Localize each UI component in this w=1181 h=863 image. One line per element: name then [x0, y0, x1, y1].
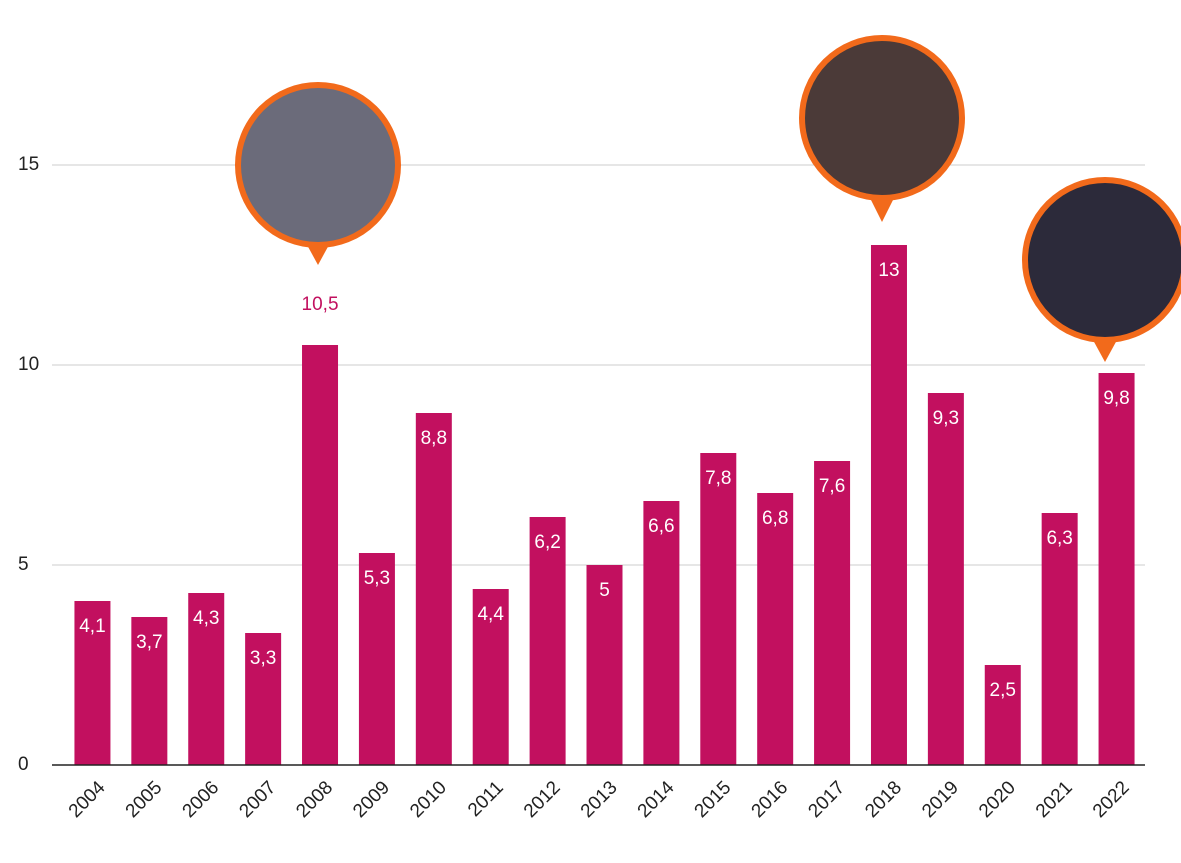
value-label: 10,5 [302, 294, 339, 315]
y-tick-label: 5 [18, 554, 29, 575]
photo [1025, 180, 1181, 340]
value-label: 4,4 [477, 604, 504, 625]
value-label: 6,3 [1046, 528, 1072, 549]
bar [416, 413, 452, 765]
y-tick-label: 15 [18, 154, 39, 175]
bar [814, 461, 850, 765]
y-tick-label: 10 [18, 354, 39, 375]
x-tick-label: 2021 [1032, 777, 1077, 822]
x-tick-label: 2019 [918, 777, 963, 822]
photo [802, 38, 962, 198]
x-tick-label: 2005 [122, 777, 167, 822]
bar [700, 453, 736, 765]
bar [757, 493, 793, 765]
x-tick-label: 2011 [464, 777, 508, 821]
bar [1099, 373, 1135, 765]
x-tick-label: 2006 [179, 777, 224, 822]
x-tick-label: 2016 [748, 777, 793, 822]
value-label: 7,6 [819, 476, 845, 497]
x-tick-label: 2008 [292, 777, 337, 822]
value-label: 3,7 [136, 632, 162, 653]
x-tick-label: 2007 [235, 777, 280, 822]
x-tick-label: 2020 [975, 777, 1020, 822]
value-label: 8,8 [421, 428, 447, 449]
y-tick-label: 0 [18, 754, 29, 775]
x-tick-label: 2004 [65, 777, 110, 822]
value-label: 6,6 [648, 516, 674, 537]
x-tick-label: 2022 [1089, 777, 1134, 822]
value-label: 5 [599, 580, 610, 601]
bar [530, 517, 566, 765]
x-tick-label: 2009 [349, 777, 394, 822]
value-label: 4,3 [193, 608, 219, 629]
x-tick-label: 2017 [804, 777, 849, 822]
value-label: 6,2 [534, 532, 560, 553]
x-tick-label: 2018 [861, 777, 906, 822]
x-tick-label: 2015 [691, 777, 736, 822]
photo-pointer [1093, 340, 1117, 362]
value-label: 13 [878, 260, 899, 281]
value-label: 2,5 [990, 680, 1016, 701]
x-tick-label: 2010 [406, 777, 451, 822]
value-label: 7,8 [705, 468, 731, 489]
value-label: 5,3 [364, 568, 390, 589]
value-label: 6,8 [762, 508, 788, 529]
x-tick-label: 2014 [634, 777, 679, 822]
x-tick-label: 2012 [520, 777, 565, 822]
photo-pointer [870, 198, 894, 222]
photos [238, 38, 1181, 362]
chart: 0 5 10 15 4,1 2004 3,7 2005 4,3 2006 3,3 2007 10,5 2… [0, 0, 1181, 863]
value-label: 4,1 [79, 616, 105, 637]
value-label: 9,8 [1103, 388, 1129, 409]
x-tick-label: 2013 [577, 777, 622, 822]
page: 0 5 10 15 4,1 2004 3,7 2005 4,3 2006 3,3 2007 10,5 2… [0, 0, 1181, 863]
bar [928, 393, 964, 765]
value-label: 3,3 [250, 648, 276, 669]
bar [871, 245, 907, 765]
value-label: 9,3 [933, 408, 959, 429]
photo [238, 85, 398, 245]
bar [302, 345, 338, 765]
bar [643, 501, 679, 765]
bar [1042, 513, 1078, 765]
